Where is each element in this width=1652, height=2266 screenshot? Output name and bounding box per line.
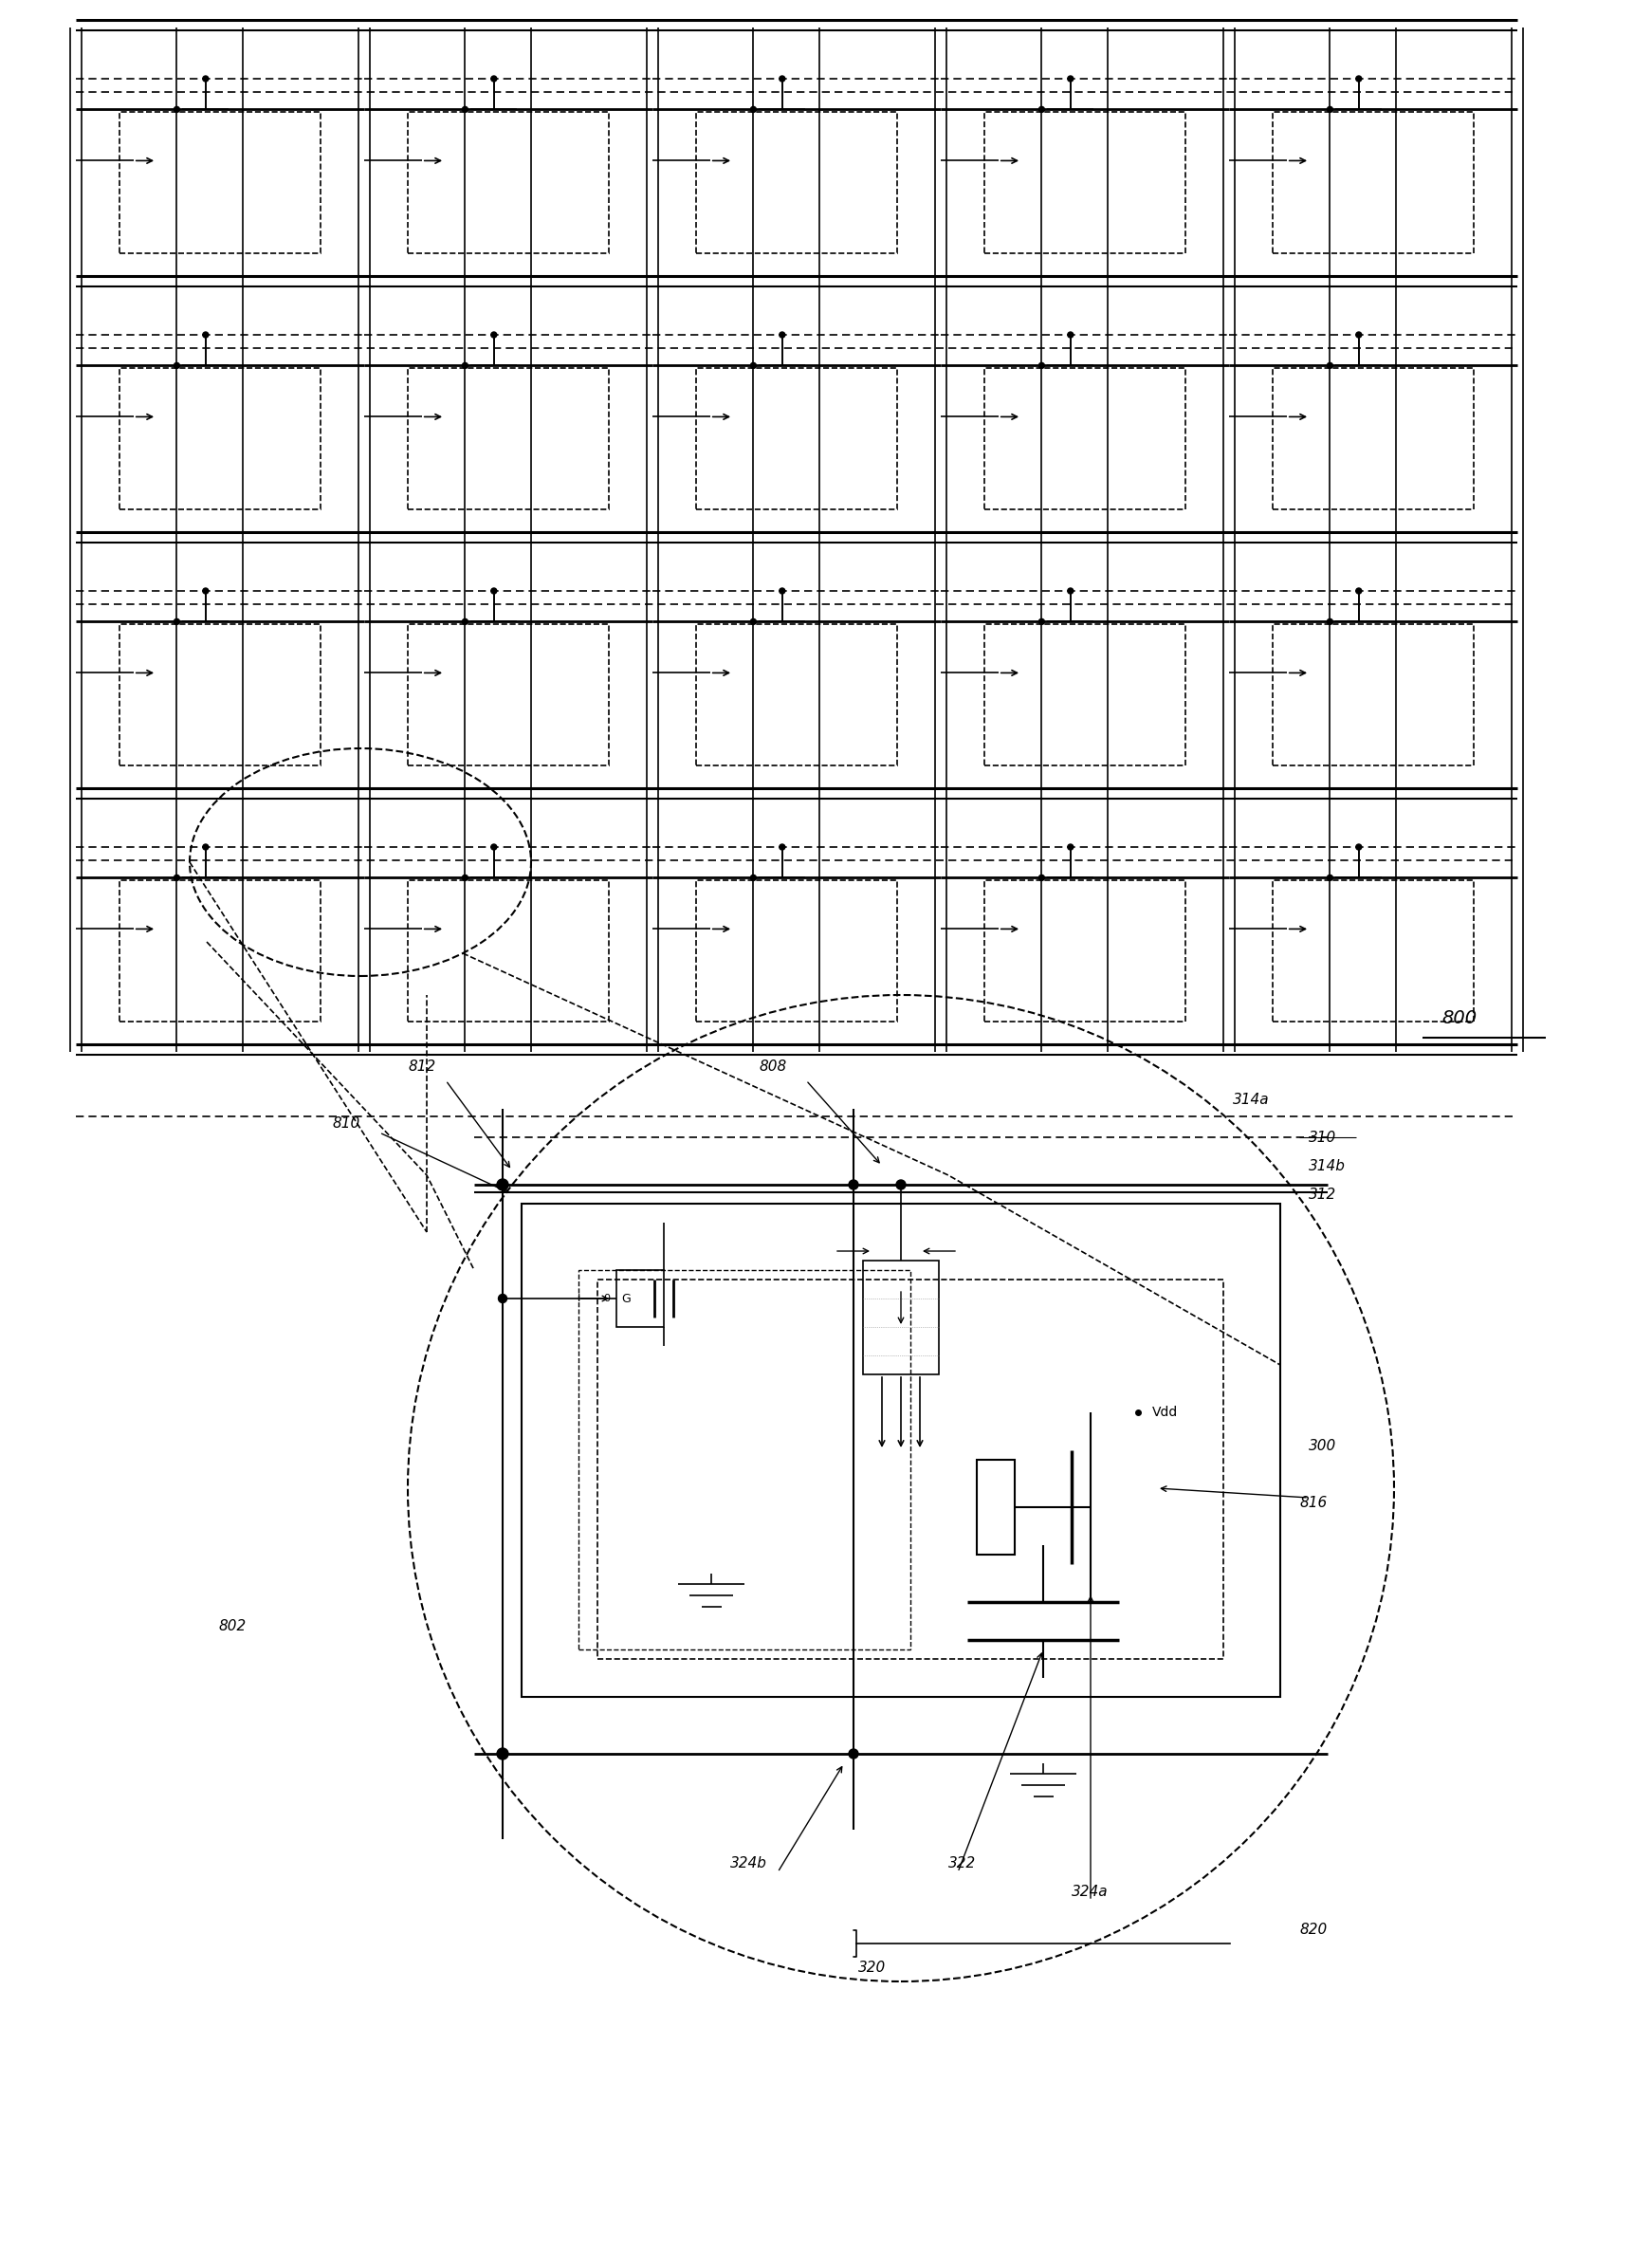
Circle shape [750, 107, 757, 113]
Circle shape [203, 845, 208, 850]
Text: I: I [577, 1294, 580, 1303]
Circle shape [750, 363, 757, 369]
Bar [985, 623, 1186, 766]
Circle shape [463, 107, 468, 113]
Text: 816: 816 [1298, 1496, 1327, 1509]
Circle shape [780, 333, 785, 338]
Bar [985, 879, 1186, 1022]
Circle shape [1327, 363, 1333, 369]
Bar [1272, 367, 1474, 510]
Bar [976, 1459, 1014, 1554]
Circle shape [499, 1294, 507, 1303]
Text: G: G [621, 1292, 631, 1305]
Circle shape [1067, 75, 1074, 82]
Circle shape [463, 619, 468, 625]
Circle shape [1039, 363, 1044, 369]
Bar [1272, 111, 1474, 254]
Bar [119, 879, 320, 1022]
Bar [119, 111, 320, 254]
Text: 810: 810 [332, 1117, 360, 1131]
Text: 300: 300 [1308, 1439, 1336, 1453]
Circle shape [203, 75, 208, 82]
Text: 310: 310 [1308, 1131, 1336, 1144]
Circle shape [1039, 619, 1044, 625]
Circle shape [173, 107, 180, 113]
Bar [522, 1203, 1280, 1697]
Circle shape [173, 875, 180, 881]
Bar [695, 111, 897, 254]
Text: 324a: 324a [1072, 1885, 1108, 1899]
Circle shape [497, 1178, 509, 1190]
Circle shape [1356, 589, 1361, 594]
Text: 808: 808 [758, 1060, 786, 1074]
Circle shape [203, 333, 208, 338]
Circle shape [1039, 875, 1044, 881]
Text: 800: 800 [1442, 1008, 1477, 1026]
Bar [695, 879, 897, 1022]
Circle shape [780, 75, 785, 82]
Bar [695, 367, 897, 510]
Bar [408, 111, 610, 254]
Circle shape [1067, 845, 1074, 850]
Circle shape [1039, 107, 1044, 113]
Bar [408, 367, 610, 510]
Circle shape [1356, 75, 1361, 82]
Bar [985, 111, 1186, 254]
Bar [1272, 623, 1474, 766]
Text: 820: 820 [1298, 1922, 1327, 1937]
Bar [1272, 879, 1474, 1022]
Circle shape [780, 589, 785, 594]
Circle shape [1067, 333, 1074, 338]
Bar [985, 367, 1186, 510]
Text: 0: 0 [603, 1294, 610, 1303]
Circle shape [895, 1181, 905, 1190]
Circle shape [849, 1749, 859, 1758]
Bar [119, 623, 320, 766]
Circle shape [463, 363, 468, 369]
Circle shape [1327, 875, 1333, 881]
Bar [119, 367, 320, 510]
Circle shape [203, 589, 208, 594]
Circle shape [750, 619, 757, 625]
Circle shape [463, 875, 468, 881]
Circle shape [1327, 619, 1333, 625]
Circle shape [750, 875, 757, 881]
Bar [578, 1269, 910, 1650]
Circle shape [780, 845, 785, 850]
Bar [616, 1269, 664, 1328]
Text: 320: 320 [859, 1960, 887, 1974]
Text: 322: 322 [948, 1856, 976, 1869]
Circle shape [1356, 845, 1361, 850]
Circle shape [491, 589, 497, 594]
Circle shape [849, 1181, 859, 1190]
Bar [695, 623, 897, 766]
Bar [862, 1260, 938, 1375]
Circle shape [497, 1747, 509, 1758]
Text: Vdd: Vdd [1151, 1405, 1178, 1419]
Circle shape [1356, 333, 1361, 338]
Bar [408, 623, 610, 766]
Text: 312: 312 [1308, 1187, 1336, 1201]
Circle shape [173, 363, 180, 369]
Text: 324b: 324b [730, 1856, 767, 1869]
Circle shape [491, 75, 497, 82]
Circle shape [173, 619, 180, 625]
Text: 314b: 314b [1308, 1160, 1346, 1174]
Bar [408, 879, 610, 1022]
Text: 314a: 314a [1232, 1092, 1269, 1106]
Bar [598, 1280, 1224, 1659]
Text: 802: 802 [218, 1620, 246, 1634]
Circle shape [491, 845, 497, 850]
Circle shape [491, 333, 497, 338]
Text: 812: 812 [408, 1060, 436, 1074]
Circle shape [1067, 589, 1074, 594]
Circle shape [1327, 107, 1333, 113]
